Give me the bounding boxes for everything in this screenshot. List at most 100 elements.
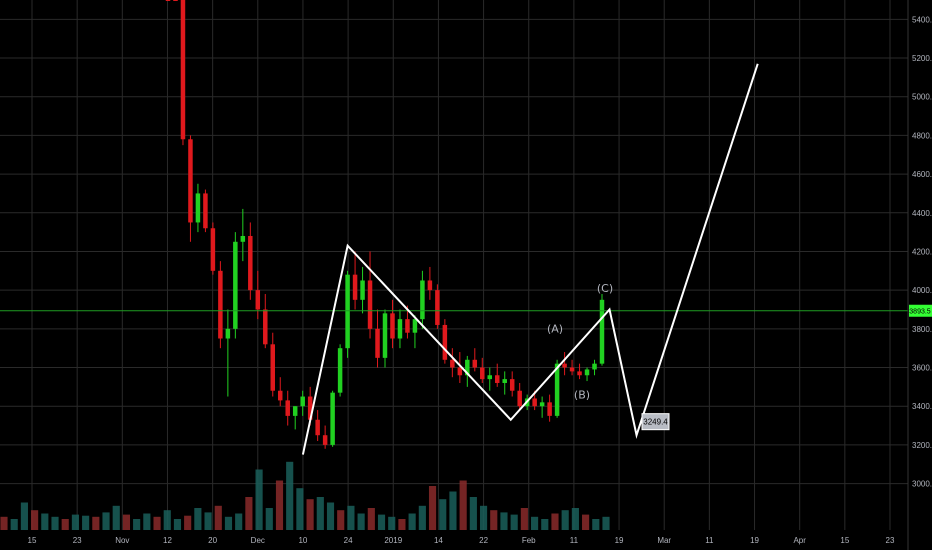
current-price-badge — [909, 304, 932, 317]
candle-body — [255, 290, 261, 310]
x-tick-label: 2019 — [384, 536, 402, 545]
candle-body — [382, 313, 388, 358]
candle-body — [285, 400, 290, 416]
candle-body — [547, 402, 552, 416]
volume-bar — [82, 515, 90, 530]
volume-bar — [255, 469, 263, 530]
volume-bar — [520, 508, 528, 530]
volume-bar — [602, 516, 610, 530]
volume-bar — [204, 512, 212, 530]
candle-body — [345, 274, 350, 349]
volume-bars — [0, 461, 610, 530]
x-tick-label: 24 — [344, 536, 353, 545]
candle-body — [188, 139, 193, 223]
y-tick-label: 4800.0 — [912, 131, 932, 140]
volume-bar — [286, 461, 294, 530]
x-tick-label: 11 — [570, 536, 579, 545]
volume-bar — [551, 513, 559, 530]
volume-bar — [367, 508, 375, 530]
candle-body — [390, 313, 395, 339]
volume-bar — [61, 519, 69, 530]
candle-body — [248, 235, 253, 291]
volume-bar — [357, 513, 365, 530]
y-tick-label: 3800.0 — [912, 325, 932, 334]
candle-body — [233, 241, 238, 329]
candle-body — [292, 406, 298, 416]
x-tick-label: 23 — [73, 536, 82, 545]
grid — [0, 0, 908, 530]
volume-bar — [92, 516, 100, 530]
candle-body — [300, 396, 305, 407]
volume-bar — [153, 516, 161, 530]
volume-bar — [398, 519, 406, 530]
volume-bar — [479, 505, 488, 530]
candle-body — [195, 193, 201, 223]
volume-bar — [377, 514, 386, 530]
volume-bar — [510, 514, 518, 530]
wave-overlay — [301, 63, 759, 455]
volume-bar — [531, 516, 539, 530]
price-tag-box — [641, 413, 670, 431]
y-tick-label: 5000.0 — [912, 93, 932, 102]
volume-bar — [449, 491, 457, 530]
y-tick-label: 3600.0 — [912, 364, 932, 373]
candle-body — [532, 398, 537, 407]
candle-body — [203, 193, 208, 229]
wave-label: (A) — [547, 323, 563, 336]
wave-label: (B) — [574, 388, 590, 401]
volume-bar — [561, 510, 569, 530]
wave-label: (C) — [597, 282, 613, 295]
current-price-value: 3893.5 — [909, 309, 931, 316]
candle-body — [412, 319, 418, 333]
candle-body — [165, 0, 171, 1]
volume-bar — [133, 519, 141, 530]
candle-body — [487, 375, 493, 380]
candle-body — [509, 379, 515, 391]
candle-body — [435, 290, 440, 325]
volume-bar — [428, 486, 437, 530]
candle-body — [457, 367, 463, 376]
x-tick-label: Feb — [522, 536, 536, 545]
candle-body — [517, 390, 522, 407]
candlesticks — [165, 0, 605, 449]
candle-body — [218, 270, 223, 339]
x-axis[interactable]: 15 23 Nov 12 20 Dec 10 24 2019 14 22 Feb 11 19 Mar 11 19… — [28, 536, 895, 545]
x-tick-label: Apr — [793, 536, 806, 545]
volume-bar — [388, 516, 396, 530]
x-tick-label: Dec — [251, 536, 265, 545]
volume-bar — [245, 497, 253, 530]
volume-bar — [20, 502, 28, 530]
candle-body — [599, 299, 605, 364]
y-axis[interactable]: 3000.0 3200.0 3400.0 3600.0 3800.0 4000.0 4200… — [907, 0, 932, 550]
volume-bar — [235, 513, 243, 530]
volume-bar — [143, 513, 151, 530]
candle-body — [322, 435, 328, 445]
volume-bar — [459, 480, 467, 530]
x-tick-label: 22 — [479, 536, 488, 545]
volume-bar — [173, 519, 182, 530]
candle-body — [277, 390, 283, 401]
volume-bar — [541, 519, 549, 530]
y-tick-label: 3000.0 — [912, 480, 932, 489]
price-tag-text: 3249.4 — [643, 418, 668, 427]
x-tick-label: 10 — [298, 536, 307, 545]
volume-bar — [71, 514, 79, 530]
volume-bar — [163, 510, 171, 530]
volume-bar — [571, 508, 579, 530]
x-tick-label: Nov — [115, 536, 129, 545]
candle-body — [307, 396, 313, 420]
x-tick-label: 23 — [886, 536, 895, 545]
candle-body — [442, 324, 448, 360]
candle-body — [330, 392, 335, 445]
candle-body — [584, 369, 590, 376]
candle-body — [554, 363, 560, 416]
wave-labels: (A) (B) (C) — [547, 282, 613, 401]
x-tick-label: 20 — [208, 536, 217, 545]
volume-bar — [224, 516, 233, 530]
volume-bar — [306, 499, 314, 530]
volume-bar — [194, 508, 202, 530]
volume-bar — [500, 512, 508, 530]
x-tick-label: 19 — [750, 536, 759, 545]
